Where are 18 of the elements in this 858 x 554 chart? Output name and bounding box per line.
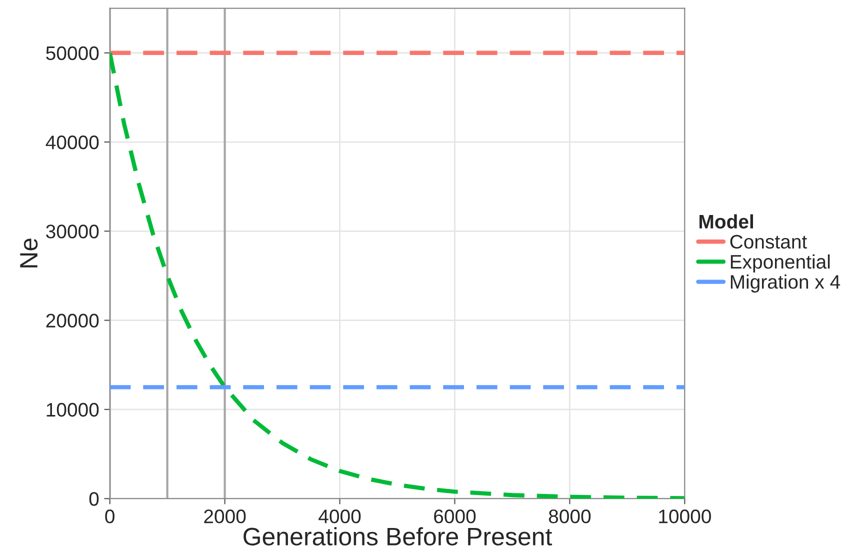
y-tick-label: 30000 bbox=[46, 224, 99, 238]
legend-label: Exponential bbox=[730, 254, 830, 273]
legend-title: Model bbox=[700, 214, 753, 229]
x-tick-label: 0 bbox=[105, 510, 114, 524]
x-tick-label: 4000 bbox=[318, 510, 361, 524]
y-tick-label: 20000 bbox=[46, 314, 99, 328]
x-axis-title: Generations Before Present bbox=[244, 527, 552, 546]
y-axis-title: Ne bbox=[20, 238, 38, 268]
y-tick-label: 50000 bbox=[46, 46, 99, 60]
x-tick-label: 2000 bbox=[204, 510, 246, 524]
legend-label: Constant bbox=[730, 234, 808, 249]
legend-label: Migration x 4 bbox=[730, 274, 840, 293]
x-tick-label: 6000 bbox=[434, 510, 476, 524]
x-tick-label: 8000 bbox=[548, 510, 591, 524]
y-tick-label: 10000 bbox=[46, 402, 99, 417]
y-tick-label: 40000 bbox=[46, 135, 99, 150]
x-tick-label: 10000 bbox=[659, 510, 711, 524]
y-tick-label: 0 bbox=[89, 492, 99, 506]
